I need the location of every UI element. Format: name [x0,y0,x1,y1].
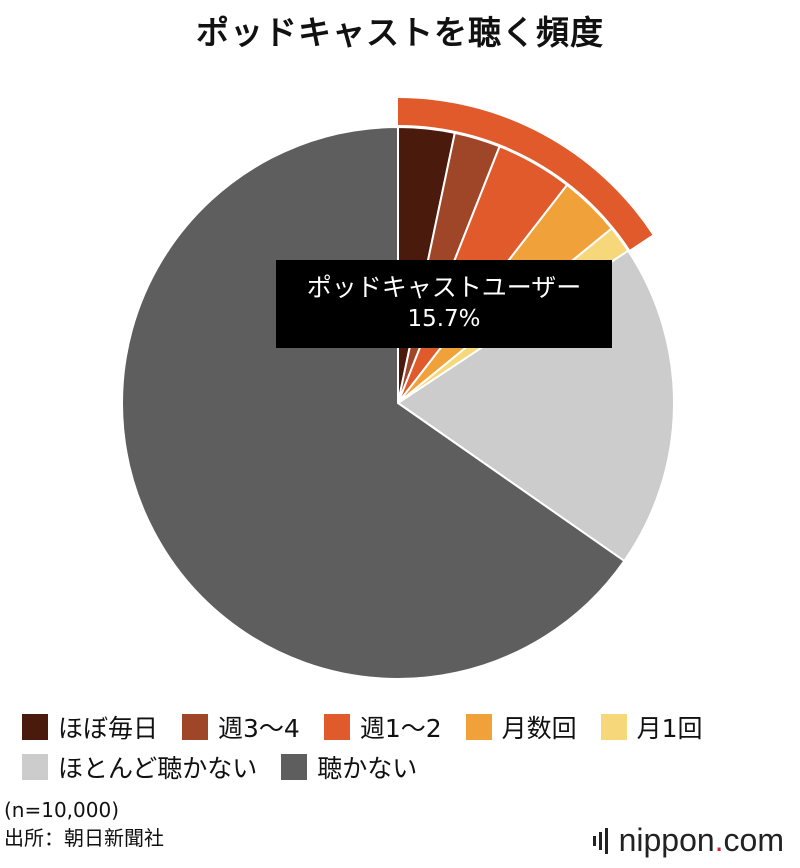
callout-label: ポッドキャストユーザー [306,273,582,302]
legend-item: 週1〜2 [323,709,442,745]
legend-item: 聴かない [281,749,417,785]
legend: ほぼ毎日 週3〜4 週1〜2 月数回 月1回 ほとんど聴かない 聴かない [22,710,792,790]
legend-swatch [600,714,627,740]
logo-name: nippon [618,822,715,858]
legend-row-1: ほぼ毎日 週3〜4 週1〜2 月数回 月1回 [22,710,792,744]
legend-label: 聴かない [317,754,418,783]
legend-swatch [323,714,350,740]
legend-label: 月1回 [636,714,703,743]
chart-title: ポッドキャストを聴く頻度 [196,13,604,52]
legend-row-2: ほとんど聴かない 聴かない [22,750,792,784]
legend-swatch [281,754,308,780]
nippon-logo: nippon. com [592,822,784,859]
sample-size-note: (n=10,000) [4,798,120,822]
legend-swatch [465,714,492,740]
source-note: 出所：朝日新聞社 [4,826,164,850]
legend-label: 月数回 [501,714,577,743]
legend-label: 週1〜2 [359,714,442,743]
logo-suffix: com [723,822,784,858]
legend-item: 月数回 [465,709,577,745]
legend-swatch [182,714,209,740]
podcast-user-callout: ポッドキャストユーザー 15.7% [276,260,612,348]
logo-bars-icon [592,827,611,855]
legend-label: 週3〜4 [218,714,300,743]
legend-item: ほぼ毎日 [22,709,158,745]
podcast-user-highlight-ring [398,98,653,250]
legend-item: ほとんど聴かない [22,749,257,785]
legend-item: 月1回 [600,709,703,745]
legend-label: ほとんど聴かない [58,754,258,783]
callout-value: 15.7% [407,306,481,332]
legend-label: ほぼ毎日 [58,714,159,743]
logo-dot: . [714,822,724,858]
slice-layer [121,125,675,680]
highlight-ring-layer [398,98,653,250]
legend-item: 週3〜4 [182,709,300,745]
pie-slice-7 [121,125,626,680]
pie-chart [121,98,675,680]
footnote: (n=10,000) 出所：朝日新聞社 [4,796,164,852]
legend-swatch [22,754,48,780]
legend-swatch [22,714,48,740]
